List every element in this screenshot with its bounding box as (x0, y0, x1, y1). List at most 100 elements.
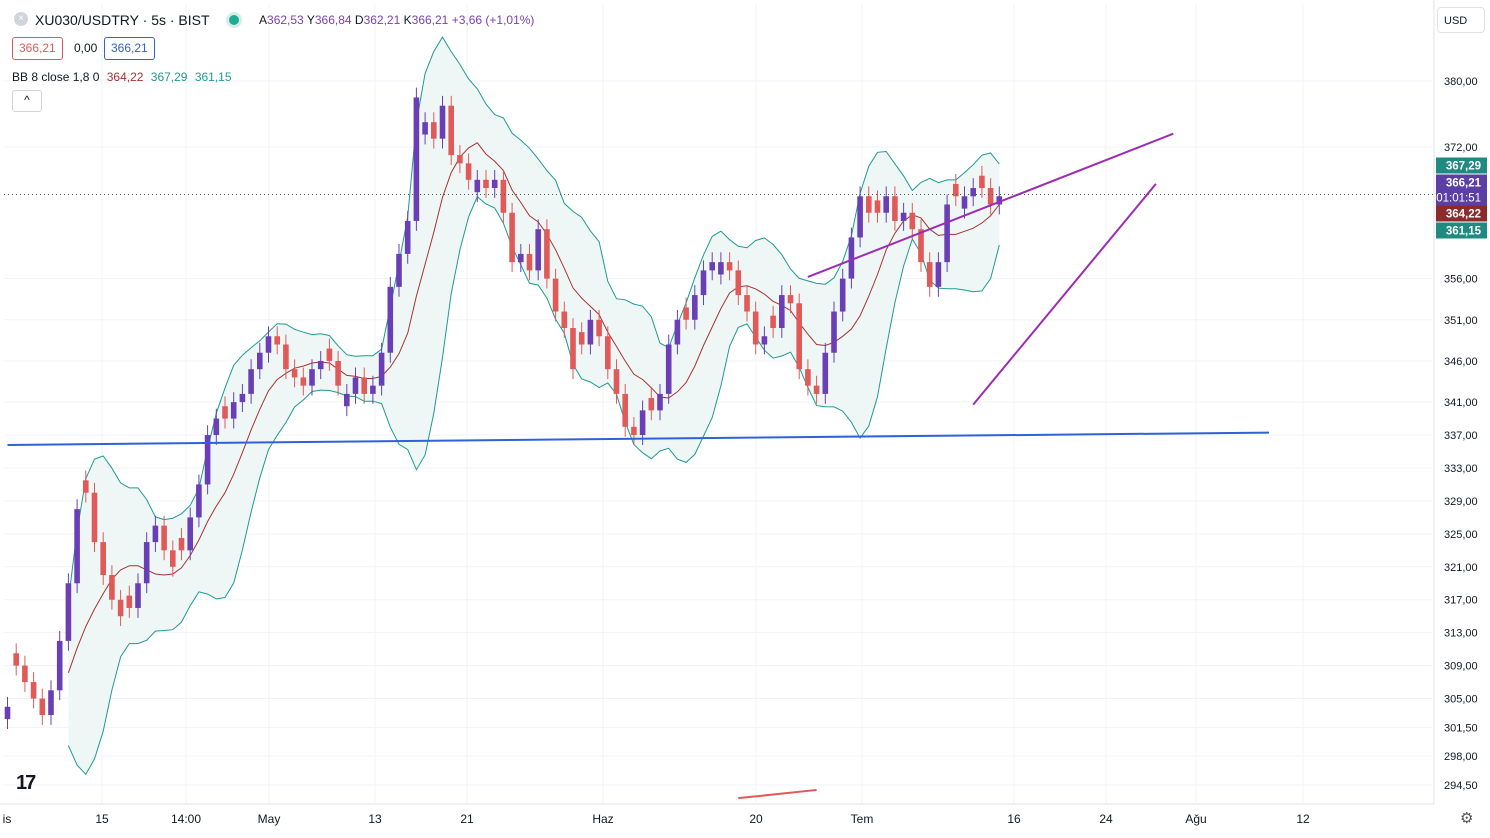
candle-body (831, 311, 837, 353)
candle (657, 384, 663, 421)
x-tick-label: 20 (749, 812, 763, 826)
candle-body (953, 183, 959, 197)
candle (909, 202, 916, 240)
candle (857, 186, 863, 248)
price-label-text: 01:01:51 (1436, 193, 1481, 205)
candle-body (222, 406, 228, 419)
low-label: D (354, 13, 364, 27)
candle-body (396, 253, 402, 287)
trendline-red_segment (738, 788, 817, 800)
candle-body (639, 410, 646, 436)
y-tick-label: 372,00 (1444, 142, 1478, 154)
candle-body (970, 188, 976, 197)
candle (944, 194, 950, 273)
candle (883, 186, 889, 223)
indicator-lower: 361,15 (194, 70, 232, 84)
candle-body (213, 418, 220, 436)
candle-body (152, 525, 159, 543)
candle-body (387, 286, 394, 353)
open-label: A (259, 13, 268, 27)
candle (648, 388, 655, 421)
candle-body (39, 698, 46, 716)
candle-body (56, 640, 63, 691)
candle-body (230, 402, 237, 419)
candle (500, 169, 507, 223)
price-label-countdown: 01:01:51 (1436, 189, 1487, 206)
candle-body (117, 599, 124, 617)
candle (622, 384, 628, 437)
tradingview-logo: 17 (16, 772, 36, 794)
candle (813, 375, 820, 404)
currency-selector[interactable]: USD (1437, 7, 1485, 33)
candle-body (665, 344, 672, 394)
candle-body (544, 229, 550, 279)
price-label-text: 361,15 (1446, 226, 1482, 238)
gear-icon[interactable]: ⚙ (1460, 810, 1474, 827)
candle (170, 540, 176, 577)
candle (387, 276, 394, 363)
candle-body (857, 196, 863, 238)
trendline-support (7, 431, 1270, 446)
price-label-text: 367,29 (1446, 161, 1481, 173)
symbol-title[interactable]: XU030/USDTRY · 5s · BIST (35, 12, 210, 28)
collapse-legend-button[interactable]: ^ (12, 90, 42, 112)
candle-body (596, 319, 602, 337)
candle (892, 186, 898, 231)
chevron-up-icon: ^ (24, 93, 30, 107)
candle-body (535, 229, 541, 271)
buy-price-button[interactable]: 366,21 (104, 37, 155, 60)
x-tick-label: 12 (1296, 812, 1310, 826)
x-tick-label: Ağu (1185, 812, 1206, 826)
candle (117, 589, 124, 627)
candle (4, 696, 11, 730)
indicator-legend[interactable]: BB 8 close 1,8 0 364,22 367,29 361,15 (12, 70, 232, 84)
candle-body (170, 550, 176, 567)
price-label-upper: 367,29 (1436, 157, 1487, 174)
candle-body (274, 336, 280, 345)
candle-body (309, 369, 315, 386)
candle (422, 112, 428, 145)
sell-price-button[interactable]: 366,21 (12, 37, 63, 60)
y-tick-label: 380,00 (1444, 76, 1478, 88)
candle (317, 351, 324, 380)
close-symbol-icon[interactable]: × (14, 12, 28, 26)
candle-body (622, 393, 628, 427)
candle (709, 252, 715, 281)
candle (700, 260, 707, 305)
candle-body (187, 517, 193, 551)
candle (457, 145, 463, 174)
candle-body (709, 262, 715, 271)
candle (787, 285, 794, 314)
candle (56, 631, 63, 701)
indicator-upper: 367,29 (150, 70, 188, 84)
candle (665, 334, 672, 404)
candle (248, 359, 254, 404)
candle (474, 169, 481, 203)
candle (257, 342, 263, 380)
y-tick-label: 309,00 (1444, 661, 1478, 673)
candle (344, 384, 350, 417)
candle-body (892, 196, 898, 221)
candle (613, 359, 620, 404)
x-tick-label: 21 (460, 812, 474, 826)
candle (866, 186, 872, 223)
candle-body (718, 262, 724, 275)
candle-body (779, 295, 785, 329)
candle (726, 252, 733, 281)
price-label-bg (1436, 205, 1487, 222)
y-tick-label: 321,00 (1444, 562, 1478, 574)
candle-body (926, 262, 933, 287)
candle-body (448, 105, 454, 156)
candle (465, 153, 472, 190)
candle (605, 326, 611, 380)
candle (552, 268, 559, 322)
candle (926, 252, 933, 297)
candle-body (996, 196, 1003, 205)
y-tick-label: 337,00 (1444, 430, 1478, 442)
x-tick-label: May (258, 812, 281, 826)
candle-body (552, 278, 559, 312)
candle-body (848, 237, 855, 279)
candle-body (839, 278, 846, 312)
candle-body (518, 253, 524, 263)
